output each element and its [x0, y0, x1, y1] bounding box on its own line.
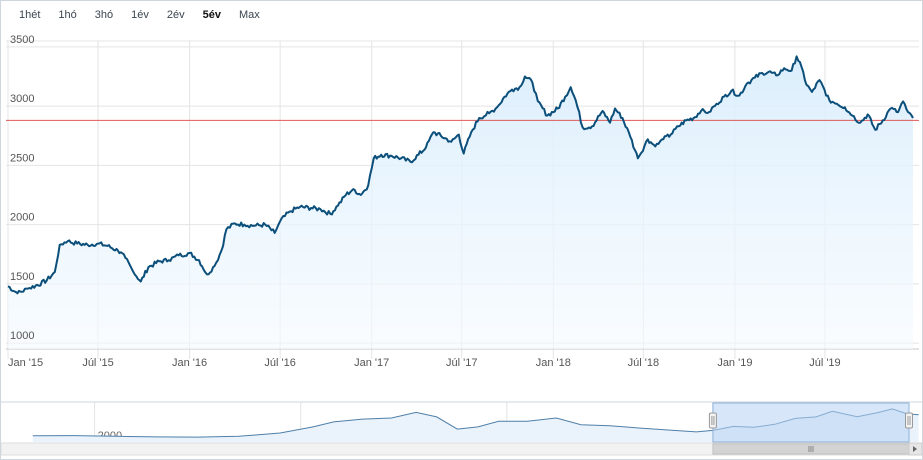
- navigator-area: [32, 408, 919, 442]
- range-button-max[interactable]: Max: [239, 9, 260, 21]
- navigator-selection[interactable]: [712, 402, 910, 443]
- x-tick-label: Jan '18: [536, 357, 571, 369]
- x-tick-label: Jan '15: [8, 357, 43, 369]
- range-button-1-year[interactable]: 1év: [131, 9, 149, 21]
- range-selector: 1hét 1hó 3hó 1év 2év 5év Max: [1, 1, 269, 29]
- y-tick-label: 3000: [10, 93, 34, 105]
- price-line: [7, 55, 914, 295]
- y-axis-labels: 1000 1500 2000 2500 3000 3500: [10, 34, 34, 342]
- range-button-5-year[interactable]: 5év: [202, 9, 221, 21]
- x-tick-label: Jan '17: [354, 357, 389, 369]
- y-tick-label: 3500: [10, 34, 34, 46]
- x-tick-label: Jan '16: [172, 357, 207, 369]
- x-tick-label: Júl '16: [264, 357, 295, 369]
- x-axis-labels: Jan '15 Júl '15 Jan '16 Júl '16 Jan '17 Júl '…: [8, 357, 841, 369]
- price-area-fill: [8, 56, 913, 350]
- y-tick-label: 2500: [10, 152, 34, 164]
- y-tick-label: 2000: [10, 212, 34, 224]
- x-tick-label: Júl '19: [809, 357, 840, 369]
- range-button-1-month[interactable]: 1hó: [58, 9, 77, 21]
- price-area: [8, 56, 913, 350]
- navigator-right-handle[interactable]: [905, 412, 913, 429]
- range-button-2-year[interactable]: 2év: [166, 9, 185, 21]
- x-tick-label: Júl '15: [82, 357, 113, 369]
- price-series: [7, 55, 914, 295]
- navigator-scrollbar-track[interactable]: [1, 442, 922, 456]
- navigator[interactable]: 2000200520102015: [1, 401, 922, 459]
- y-tick-label: 1000: [10, 330, 34, 342]
- x-tick-label: Júl '17: [446, 357, 477, 369]
- chevron-right-icon: [913, 446, 917, 452]
- x-tick-label: Júl '18: [628, 357, 659, 369]
- navigator-left-handle[interactable]: [708, 412, 717, 429]
- y-tick-label: 1500: [10, 271, 34, 283]
- range-button-1-week[interactable]: 1hét: [19, 9, 41, 21]
- range-button-3-month[interactable]: 3hó: [94, 9, 114, 21]
- x-tick-label: Jan '19: [717, 357, 752, 369]
